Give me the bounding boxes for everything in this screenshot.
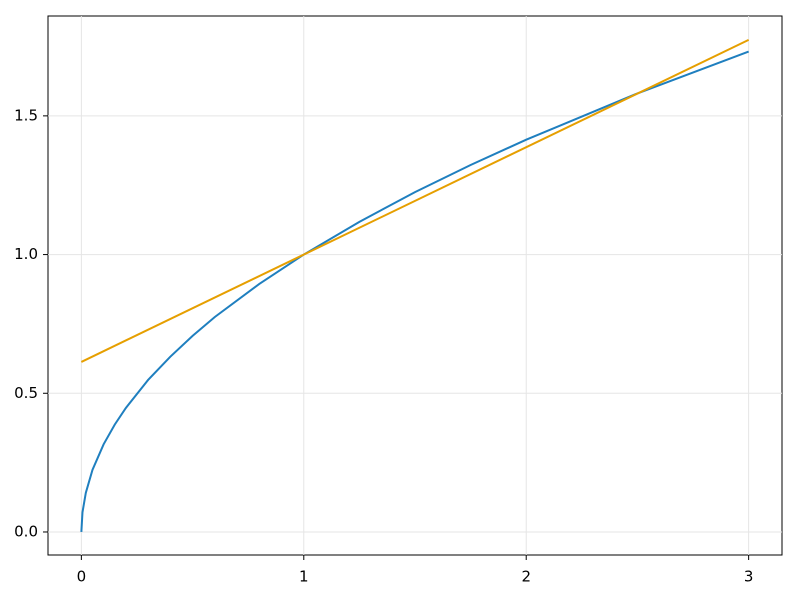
y-tick-label: 1.0	[14, 245, 38, 263]
x-tick-label: 2	[521, 568, 531, 586]
y-tick-label: 1.5	[14, 106, 38, 124]
grid	[48, 16, 782, 555]
x-tick-label: 0	[77, 568, 87, 586]
y-tick-label: 0.0	[14, 522, 38, 540]
plot-frame	[47, 15, 783, 556]
y-tick-label: 0.5	[14, 384, 38, 402]
x-tick-label: 1	[299, 568, 309, 586]
x-tick-label: 3	[744, 568, 754, 586]
line-series	[80, 50, 749, 533]
line-series	[80, 38, 750, 363]
